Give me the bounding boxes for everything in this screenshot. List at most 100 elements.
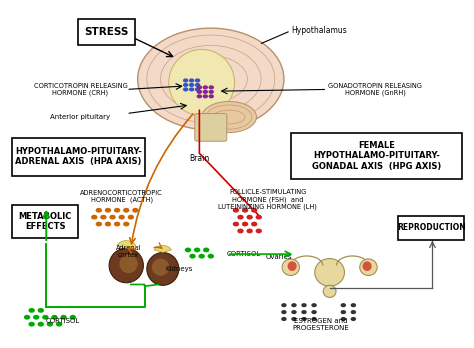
Ellipse shape (201, 102, 256, 133)
Circle shape (189, 87, 194, 92)
Circle shape (233, 208, 239, 213)
FancyBboxPatch shape (12, 205, 78, 238)
Circle shape (341, 303, 346, 307)
Circle shape (301, 303, 307, 307)
Circle shape (208, 254, 214, 259)
Circle shape (233, 222, 239, 227)
Circle shape (183, 83, 188, 87)
Circle shape (242, 208, 248, 213)
Circle shape (203, 247, 210, 252)
Circle shape (195, 78, 201, 82)
Circle shape (189, 254, 196, 259)
Circle shape (341, 310, 346, 314)
Wedge shape (154, 245, 172, 252)
Text: FEMALE
HYPOTHALAMO-PITUITARY-
GONADAL AXIS  (HPG AXIS): FEMALE HYPOTHALAMO-PITUITARY- GONADAL AX… (312, 141, 441, 171)
Circle shape (61, 315, 67, 320)
Circle shape (195, 87, 201, 92)
Text: HYPOTHALAMO-PITUITARY-
ADRENAL AXIS  (HPA AXIS): HYPOTHALAMO-PITUITARY- ADRENAL AXIS (HPA… (15, 147, 142, 166)
Circle shape (189, 78, 194, 82)
Circle shape (194, 247, 201, 252)
Circle shape (209, 94, 214, 98)
Circle shape (128, 215, 134, 220)
FancyBboxPatch shape (12, 138, 145, 176)
Circle shape (197, 94, 202, 98)
Circle shape (281, 303, 287, 307)
Circle shape (105, 208, 111, 213)
Circle shape (209, 90, 214, 94)
Text: Kidneys: Kidneys (165, 266, 192, 272)
Circle shape (291, 317, 297, 321)
Circle shape (281, 310, 287, 314)
Circle shape (123, 222, 129, 227)
Ellipse shape (315, 259, 345, 286)
Circle shape (246, 215, 253, 220)
Circle shape (118, 215, 125, 220)
Circle shape (311, 310, 317, 314)
Circle shape (237, 215, 244, 220)
Circle shape (195, 83, 201, 87)
Circle shape (183, 87, 188, 92)
Circle shape (183, 78, 188, 82)
Wedge shape (117, 240, 136, 248)
Circle shape (351, 317, 356, 321)
Ellipse shape (152, 259, 169, 276)
Circle shape (351, 303, 356, 307)
Circle shape (251, 208, 257, 213)
Circle shape (37, 308, 44, 313)
Circle shape (33, 315, 39, 320)
Circle shape (123, 208, 129, 213)
Text: Adrenal
cortex: Adrenal cortex (116, 245, 141, 258)
Circle shape (301, 317, 307, 321)
Circle shape (37, 322, 44, 326)
Text: ADRENOCORTICOTROPIC
HORMONE  (ACTH): ADRENOCORTICOTROPIC HORMONE (ACTH) (80, 190, 163, 203)
Circle shape (237, 229, 244, 234)
Circle shape (51, 315, 58, 320)
Ellipse shape (109, 248, 144, 283)
Circle shape (42, 315, 48, 320)
Circle shape (56, 322, 62, 326)
Text: GONADOTROPIN RELEASING
HORMONE (GnRH): GONADOTROPIN RELEASING HORMONE (GnRH) (328, 83, 422, 96)
Circle shape (255, 215, 262, 220)
FancyBboxPatch shape (398, 216, 465, 239)
Circle shape (242, 222, 248, 227)
Ellipse shape (282, 259, 300, 276)
Text: REPRODUCTION: REPRODUCTION (397, 223, 465, 232)
Circle shape (114, 208, 120, 213)
Text: Anterior pituitary: Anterior pituitary (51, 114, 110, 120)
Ellipse shape (288, 261, 297, 271)
Circle shape (24, 315, 30, 320)
Circle shape (197, 90, 202, 94)
Text: ESTROGEN and
PROGESTERONE: ESTROGEN and PROGESTERONE (292, 318, 349, 331)
Circle shape (28, 322, 35, 326)
Circle shape (281, 317, 287, 321)
Circle shape (96, 208, 102, 213)
FancyBboxPatch shape (78, 19, 136, 45)
Circle shape (114, 222, 120, 227)
Ellipse shape (119, 254, 137, 273)
Circle shape (202, 90, 208, 94)
Circle shape (341, 317, 346, 321)
Circle shape (311, 317, 317, 321)
Text: FOLLICLE-STIMULATING
HORMONE (FSH)  and
LUTEININZING HORMONE (LH): FOLLICLE-STIMULATING HORMONE (FSH) and L… (219, 189, 318, 211)
Circle shape (251, 222, 257, 227)
Ellipse shape (323, 285, 336, 298)
Circle shape (301, 310, 307, 314)
Circle shape (351, 310, 356, 314)
Circle shape (100, 215, 107, 220)
Circle shape (291, 310, 297, 314)
Ellipse shape (360, 259, 377, 276)
Ellipse shape (363, 261, 372, 271)
Circle shape (255, 229, 262, 234)
Text: CORTICOTROPIN RELEASING
HORMONE (CRH): CORTICOTROPIN RELEASING HORMONE (CRH) (34, 83, 128, 96)
Circle shape (28, 308, 35, 313)
Text: METABOLIC
EFFECTS: METABOLIC EFFECTS (18, 212, 72, 231)
Circle shape (209, 85, 214, 89)
FancyBboxPatch shape (195, 113, 227, 141)
Text: STRESS: STRESS (85, 26, 129, 37)
Ellipse shape (147, 253, 179, 285)
Circle shape (189, 83, 194, 87)
Text: CORTISOL: CORTISOL (227, 251, 261, 257)
Circle shape (47, 322, 53, 326)
Ellipse shape (169, 49, 235, 116)
Circle shape (109, 215, 116, 220)
